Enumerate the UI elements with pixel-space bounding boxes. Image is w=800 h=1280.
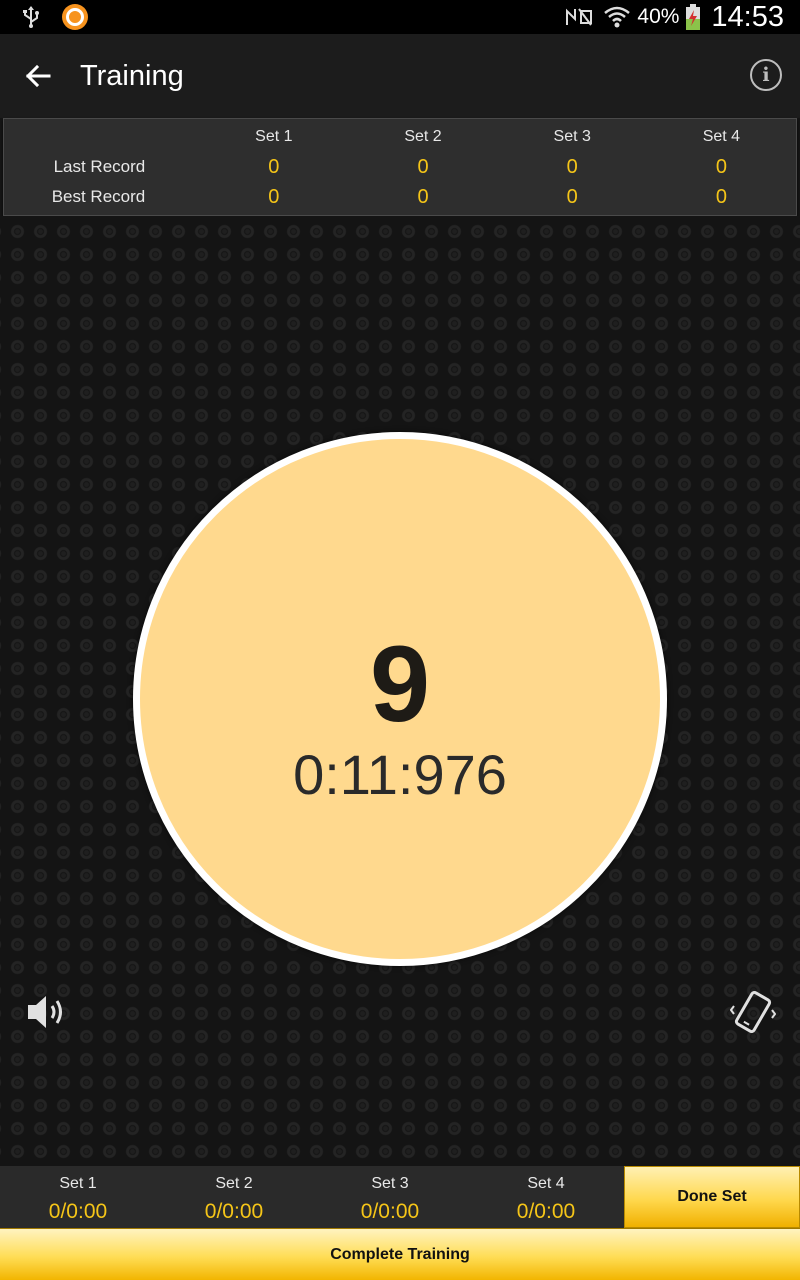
status-clock: 14:53 bbox=[711, 0, 784, 33]
vibrate-toggle[interactable] bbox=[729, 988, 777, 1036]
set-progress-4-value: 0/0:00 bbox=[516, 1200, 576, 1223]
app-notification-icon bbox=[62, 4, 88, 30]
best-record-set-1: 0 bbox=[268, 186, 280, 208]
page-title: Training bbox=[80, 59, 184, 92]
set-progress-2: Set 2 0/0:00 bbox=[156, 1166, 312, 1228]
last-record-set-4: 0 bbox=[715, 156, 727, 178]
nfc-muted-icon bbox=[566, 8, 593, 26]
set-progress-4: Set 4 0/0:00 bbox=[468, 1166, 624, 1228]
records-table: Set 1 Set 2 Set 3 Set 4 Last Record 0 0 … bbox=[3, 118, 797, 216]
sound-toggle[interactable] bbox=[24, 990, 68, 1034]
rep-count: 9 bbox=[369, 623, 431, 744]
records-corner bbox=[4, 125, 199, 149]
sets-progress-bar: Set 1 0/0:00 Set 2 0/0:00 Set 3 0/0:00 S… bbox=[0, 1166, 624, 1228]
info-icon: i bbox=[762, 64, 770, 86]
set-progress-3: Set 3 0/0:00 bbox=[312, 1166, 468, 1228]
back-button[interactable] bbox=[0, 34, 76, 118]
arrow-left-icon bbox=[25, 64, 51, 88]
best-record-set-3: 0 bbox=[566, 186, 578, 208]
complete-training-button[interactable]: Complete Training bbox=[0, 1228, 800, 1280]
best-record-set-4: 0 bbox=[715, 186, 727, 208]
best-record-set-2: 0 bbox=[417, 186, 429, 208]
set-progress-3-name: Set 3 bbox=[371, 1175, 409, 1192]
set-progress-3-value: 0/0:00 bbox=[360, 1200, 420, 1223]
set-progress-1: Set 1 0/0:00 bbox=[0, 1166, 156, 1228]
records-header-set-3: Set 3 bbox=[553, 128, 591, 145]
set-progress-2-value: 0/0:00 bbox=[204, 1200, 264, 1223]
speaker-icon bbox=[28, 996, 62, 1028]
rep-counter-button[interactable]: 9 0:11:976 bbox=[133, 432, 667, 966]
last-record-set-1: 0 bbox=[268, 156, 280, 178]
wifi-icon bbox=[604, 6, 631, 28]
set-progress-4-name: Set 4 bbox=[527, 1175, 565, 1192]
battery-charging-icon bbox=[686, 4, 701, 30]
set-progress-2-name: Set 2 bbox=[215, 1175, 253, 1192]
last-record-row: Last Record 0 0 0 0 bbox=[4, 153, 796, 181]
app-bar: Training i bbox=[0, 34, 800, 118]
last-record-set-3: 0 bbox=[566, 156, 578, 178]
vibrate-icon bbox=[729, 991, 777, 1033]
status-bar: 40% 14:53 bbox=[0, 0, 800, 34]
last-record-set-2: 0 bbox=[417, 156, 429, 178]
set-progress-1-value: 0/0:00 bbox=[48, 1200, 108, 1223]
usb-icon bbox=[23, 6, 39, 28]
status-right: 40% 14:53 bbox=[563, 1, 784, 34]
records-header-set-1: Set 1 bbox=[255, 128, 293, 145]
best-record-row: Best Record 0 0 0 0 bbox=[4, 183, 796, 211]
last-record-label: Last Record bbox=[53, 157, 146, 176]
elapsed-time: 0:11:976 bbox=[293, 743, 507, 806]
records-header-set-4: Set 4 bbox=[702, 128, 741, 145]
status-left bbox=[20, 4, 88, 30]
info-button[interactable]: i bbox=[750, 59, 782, 91]
records-header-row: Set 1 Set 2 Set 3 Set 4 bbox=[4, 125, 796, 149]
best-record-label: Best Record bbox=[51, 187, 146, 206]
done-set-button[interactable]: Done Set bbox=[624, 1166, 800, 1228]
records-header-set-2: Set 2 bbox=[404, 128, 442, 145]
battery-percentage: 40% bbox=[637, 5, 680, 28]
set-progress-1-name: Set 1 bbox=[59, 1175, 97, 1192]
